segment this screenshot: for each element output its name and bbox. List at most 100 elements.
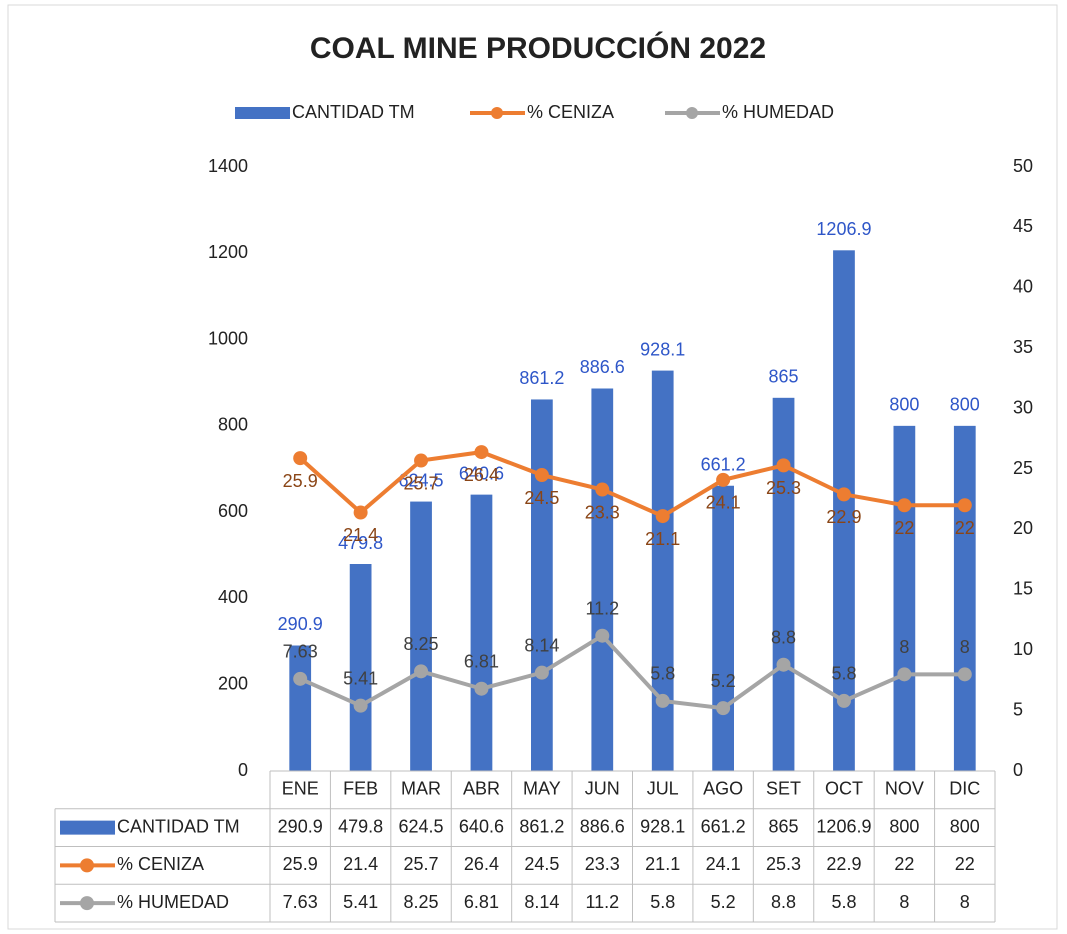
chart-title: COAL MINE PRODUCCIÓN 2022 bbox=[310, 31, 766, 65]
table-cell: 25.9 bbox=[283, 854, 318, 874]
data-label: 26.4 bbox=[464, 465, 499, 485]
table-cell: 5.41 bbox=[343, 892, 378, 912]
data-label: 8 bbox=[899, 637, 909, 657]
y2-tick-label: 25 bbox=[1013, 458, 1033, 478]
y-tick-label: 800 bbox=[218, 415, 248, 435]
point bbox=[957, 667, 972, 682]
table-cell: 11.2 bbox=[585, 892, 619, 912]
data-label: 1206.9 bbox=[816, 219, 871, 239]
legend-marker bbox=[491, 107, 503, 119]
bar bbox=[531, 399, 553, 771]
table-cell: 7.63 bbox=[283, 892, 318, 912]
data-label: 800 bbox=[889, 395, 919, 415]
table-cell: 8.8 bbox=[771, 892, 796, 912]
data-label: 25.7 bbox=[404, 473, 439, 493]
table-cell: 25.7 bbox=[404, 854, 439, 874]
line bbox=[298, 450, 965, 519]
point bbox=[836, 693, 851, 708]
data-label: 24.5 bbox=[524, 488, 559, 508]
data-label: 8.14 bbox=[524, 635, 559, 655]
data-label: 624.5 bbox=[399, 470, 444, 490]
y2-tick-label: 15 bbox=[1013, 579, 1033, 599]
y-tick-label: 1200 bbox=[208, 242, 248, 262]
point bbox=[534, 468, 549, 483]
bar bbox=[349, 564, 372, 771]
point bbox=[595, 482, 610, 497]
table-cell: 22 bbox=[955, 854, 975, 874]
point bbox=[293, 451, 308, 466]
point bbox=[474, 445, 489, 460]
x-tick-label: JUN bbox=[585, 779, 620, 799]
table-cell: 8 bbox=[899, 892, 909, 912]
bar bbox=[953, 425, 976, 771]
x-tick-label: AGO bbox=[703, 779, 743, 799]
table-marker bbox=[80, 896, 94, 911]
x-tick-label: SET bbox=[766, 779, 801, 799]
y2-tick-label: 10 bbox=[1013, 639, 1033, 659]
data-label: 5.8 bbox=[831, 664, 856, 684]
table-cell: 21.4 bbox=[343, 854, 378, 874]
data-label: 800 bbox=[950, 395, 980, 415]
table-cell: 886.6 bbox=[580, 816, 625, 836]
data-label: 661.2 bbox=[701, 454, 746, 474]
x-tick-label: DIC bbox=[949, 779, 980, 799]
point bbox=[595, 628, 610, 643]
table-cell: 22 bbox=[894, 854, 914, 874]
table-cell: 5.2 bbox=[711, 892, 736, 912]
data-label: 8.8 bbox=[771, 627, 796, 647]
bar bbox=[772, 397, 795, 771]
table-cell: 624.5 bbox=[399, 816, 444, 836]
legend-label: CANTIDAD TM bbox=[292, 102, 415, 122]
x-tick-label: FEB bbox=[343, 779, 378, 799]
y-tick-label: 600 bbox=[218, 501, 248, 521]
table-cell: 8.25 bbox=[404, 892, 439, 912]
data-label: 25.3 bbox=[766, 478, 801, 498]
table-cell: 661.2 bbox=[701, 816, 746, 836]
bar bbox=[410, 501, 432, 771]
point bbox=[474, 681, 489, 696]
legend-label: % CENIZA bbox=[527, 102, 614, 122]
table-cell: 1206.9 bbox=[816, 816, 871, 836]
point bbox=[534, 665, 549, 680]
table-row-label: % HUMEDAD bbox=[117, 892, 229, 912]
y-tick-label: 1400 bbox=[208, 156, 248, 176]
point bbox=[897, 498, 912, 513]
point bbox=[293, 671, 308, 686]
table-cell: 640.6 bbox=[459, 816, 504, 836]
point bbox=[655, 509, 670, 524]
data-label: 7.63 bbox=[283, 642, 318, 662]
table-cell: 290.9 bbox=[278, 816, 323, 836]
point bbox=[776, 458, 791, 473]
table-cell: 22.9 bbox=[826, 854, 861, 874]
data-label: 886.6 bbox=[580, 357, 625, 377]
legend-label: % HUMEDAD bbox=[722, 102, 834, 122]
table-cell: 25.3 bbox=[766, 854, 801, 874]
legend-swatch bbox=[235, 107, 290, 119]
data-label: 22 bbox=[894, 518, 914, 538]
data-label: 24.1 bbox=[706, 493, 741, 513]
table-cell: 24.1 bbox=[706, 854, 741, 874]
point bbox=[836, 487, 851, 502]
data-label: 25.9 bbox=[283, 471, 318, 491]
table-cell: 5.8 bbox=[650, 892, 675, 912]
point bbox=[897, 667, 912, 682]
y2-tick-label: 0 bbox=[1013, 760, 1023, 780]
point bbox=[353, 505, 368, 520]
data-label: 640.6 bbox=[459, 463, 504, 483]
data-label: 6.81 bbox=[464, 651, 499, 671]
point bbox=[776, 657, 791, 672]
data-label: 22.9 bbox=[826, 507, 861, 527]
table-cell: 479.8 bbox=[338, 816, 383, 836]
bar bbox=[893, 425, 916, 771]
y2-tick-label: 20 bbox=[1013, 518, 1033, 538]
table-cell: 8 bbox=[960, 892, 970, 912]
point bbox=[353, 698, 368, 713]
x-tick-label: JUL bbox=[647, 779, 679, 799]
data-label: 5.8 bbox=[650, 664, 675, 684]
data-label: 22 bbox=[955, 518, 975, 538]
bar bbox=[651, 370, 674, 771]
point bbox=[957, 498, 972, 513]
table-cell: 6.81 bbox=[464, 892, 499, 912]
table-cell: 21.1 bbox=[645, 854, 680, 874]
